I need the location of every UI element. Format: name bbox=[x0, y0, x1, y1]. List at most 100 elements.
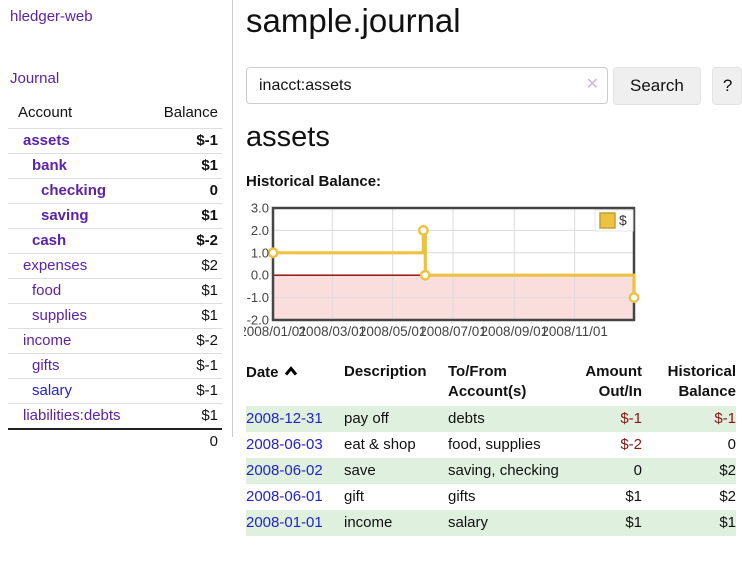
transaction-date-link[interactable]: 2008-01-01 bbox=[246, 514, 323, 531]
search-button[interactable]: Search bbox=[613, 67, 701, 105]
account-link[interactable]: supplies bbox=[32, 307, 87, 324]
accounts-total-spacer bbox=[8, 429, 141, 454]
transaction-row: 2008-06-01 giftgifts$1$2 bbox=[246, 484, 736, 510]
account-link[interactable]: liabilities:debts bbox=[23, 407, 121, 424]
account-row: food$1 bbox=[8, 279, 222, 304]
account-balance: $-1 bbox=[141, 354, 222, 379]
transaction-balance-cell: $-1 bbox=[642, 406, 736, 432]
transaction-row: 2008-06-02 savesaving, checking0$2 bbox=[246, 458, 736, 484]
app-title-link[interactable]: hledger-web bbox=[10, 8, 93, 25]
account-link[interactable]: income bbox=[23, 332, 71, 349]
transaction-amount-cell: $-2 bbox=[572, 432, 642, 458]
help-button[interactable]: ? bbox=[712, 67, 742, 105]
search-bar: ✕ Search ? bbox=[246, 67, 742, 105]
transaction-amount-cell: $-1 bbox=[572, 406, 642, 432]
account-row: bank $1 bbox=[8, 154, 222, 179]
transaction-amount-cell: $1 bbox=[572, 484, 642, 510]
svg-text:-1.0: -1.0 bbox=[247, 290, 269, 305]
account-link[interactable]: salary bbox=[32, 382, 72, 399]
sidebar-item-journal[interactable]: Journal bbox=[10, 70, 59, 87]
accounts-header-account: Account bbox=[8, 102, 141, 129]
transaction-accounts-cell: salary bbox=[448, 510, 572, 536]
svg-text:0.0: 0.0 bbox=[251, 268, 269, 283]
transaction-row: 2008-01-01incomesalary$1$1 bbox=[246, 510, 736, 536]
transaction-balance-cell: $2 bbox=[642, 484, 736, 510]
account-row: expenses $2 bbox=[8, 254, 222, 279]
account-balance: $1 bbox=[141, 304, 222, 329]
register-table: Date Description To/FromAccount(s) Amoun… bbox=[246, 360, 736, 536]
register-tbody: 2008-12-31pay offdebts$-1$-12008-06-03ea… bbox=[246, 406, 736, 536]
svg-text:2008/05/01: 2008/05/01 bbox=[359, 324, 427, 339]
register-header-accounts: To/FromAccount(s) bbox=[448, 360, 572, 406]
transaction-description-cell: pay off bbox=[344, 406, 448, 432]
account-link[interactable]: checking bbox=[41, 182, 106, 199]
transaction-accounts-cell: gifts bbox=[448, 484, 572, 510]
transaction-amount-cell: $1 bbox=[572, 510, 642, 536]
account-balance: $1 bbox=[141, 154, 222, 179]
account-row: assets$-1 bbox=[8, 129, 222, 154]
account-link[interactable]: bank bbox=[32, 157, 67, 174]
transaction-amount-cell: 0 bbox=[572, 458, 642, 484]
register-header-balance: HistoricalBalance bbox=[642, 360, 736, 406]
svg-text:2008/09/01: 2008/09/01 bbox=[481, 324, 549, 339]
account-row: checking 0 bbox=[8, 179, 222, 204]
transaction-accounts-cell: saving, checking bbox=[448, 458, 572, 484]
clear-search-icon[interactable]: ✕ bbox=[586, 76, 599, 94]
transaction-date-cell: 2008-01-01 bbox=[246, 510, 344, 536]
svg-text:3.0: 3.0 bbox=[251, 201, 269, 216]
account-balance: $1 bbox=[141, 404, 222, 430]
transaction-row: 2008-06-03 eat & shopfood, supplies$-20 bbox=[246, 432, 736, 458]
transaction-date-link[interactable]: 2008-06-02 bbox=[246, 462, 323, 479]
svg-text:2008/11/01: 2008/11/01 bbox=[541, 324, 608, 339]
account-heading: assets bbox=[246, 118, 330, 156]
transaction-date-cell: 2008-12-31 bbox=[246, 406, 344, 432]
account-row: gifts $-1 bbox=[8, 354, 222, 379]
account-balance: $1 bbox=[141, 204, 222, 229]
account-balance: 0 bbox=[141, 179, 222, 204]
historical-balance-chart: $3.02.01.00.0-1.0-2.02008/01/012008/03/0… bbox=[244, 200, 656, 348]
transaction-date-cell: 2008-06-01 bbox=[246, 484, 344, 510]
svg-text:2008/03/01: 2008/03/01 bbox=[299, 324, 367, 339]
account-balance: $-1 bbox=[141, 379, 222, 404]
register-header-description: Description bbox=[344, 360, 448, 406]
register-header-date[interactable]: Date bbox=[246, 360, 344, 406]
accounts-total-value: 0 bbox=[141, 429, 222, 454]
search-input[interactable] bbox=[246, 67, 608, 104]
account-link[interactable]: saving bbox=[41, 207, 89, 224]
transaction-date-link[interactable]: 2008-12-31 bbox=[246, 410, 323, 427]
account-row: cash $-2 bbox=[8, 229, 222, 254]
sort-ascending-icon bbox=[284, 362, 298, 382]
accounts-header-balance: Balance bbox=[141, 102, 222, 129]
svg-text:$: $ bbox=[619, 212, 627, 228]
svg-text:2008/07/01: 2008/07/01 bbox=[419, 324, 487, 339]
accounts-total-row: 0 bbox=[8, 429, 222, 454]
svg-text:1.0: 1.0 bbox=[251, 245, 269, 260]
transaction-date-cell: 2008-06-02 bbox=[246, 458, 344, 484]
account-link[interactable]: expenses bbox=[23, 257, 87, 274]
account-link[interactable]: food bbox=[32, 282, 61, 299]
transaction-description-cell: eat & shop bbox=[344, 432, 448, 458]
transaction-balance-cell: 0 bbox=[642, 432, 736, 458]
transaction-accounts-cell: debts bbox=[448, 406, 572, 432]
svg-text:2008/01/01: 2008/01/01 bbox=[244, 324, 307, 339]
transaction-description-cell: save bbox=[344, 458, 448, 484]
transaction-balance-cell: $2 bbox=[642, 458, 736, 484]
sidebar-divider bbox=[232, 0, 233, 437]
account-row: salary $-1 bbox=[8, 379, 222, 404]
account-balance: $-2 bbox=[141, 229, 222, 254]
transaction-balance-cell: $1 bbox=[642, 510, 736, 536]
transaction-row: 2008-12-31pay offdebts$-1$-1 bbox=[246, 406, 736, 432]
account-link[interactable]: assets bbox=[23, 132, 70, 149]
transaction-date-link[interactable]: 2008-06-03 bbox=[246, 436, 323, 453]
account-link[interactable]: cash bbox=[32, 232, 66, 249]
account-row: income$-2 bbox=[8, 329, 222, 354]
svg-text:2.0: 2.0 bbox=[251, 223, 269, 238]
account-row: saving $1 bbox=[8, 204, 222, 229]
account-link[interactable]: gifts bbox=[32, 357, 60, 374]
transaction-description-cell: gift bbox=[344, 484, 448, 510]
accounts-table: Account Balance assets$-1bank$1checking0… bbox=[8, 102, 222, 454]
transaction-accounts-cell: food, supplies bbox=[448, 432, 572, 458]
transaction-description-cell: income bbox=[344, 510, 448, 536]
account-balance: $2 bbox=[141, 254, 222, 279]
transaction-date-link[interactable]: 2008-06-01 bbox=[246, 488, 323, 505]
